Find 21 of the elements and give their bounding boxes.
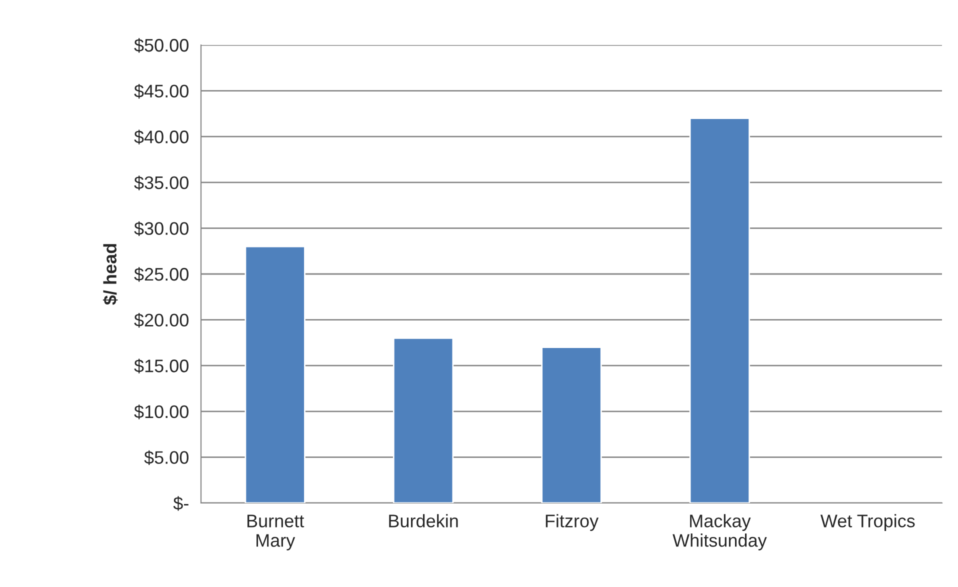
y-tick-label: $50.00 — [134, 38, 188, 53]
y-tick-label: $25.00 — [134, 267, 188, 282]
x-tick-label: Burnett Mary — [247, 514, 304, 550]
y-tick-label: $30.00 — [134, 221, 188, 236]
bar — [689, 118, 750, 503]
y-axis-title: $/ head — [102, 244, 118, 305]
bar — [541, 346, 602, 503]
bar — [392, 337, 454, 503]
x-tick-label: Fitzroy — [546, 514, 599, 531]
x-tick-label: Wet Tropics — [820, 514, 915, 531]
y-tick-label: $40.00 — [134, 130, 188, 144]
y-tick-label: $- — [173, 496, 188, 511]
bar — [244, 246, 306, 503]
y-tick-label: $20.00 — [134, 312, 188, 328]
y-tick-label: $35.00 — [134, 176, 188, 190]
x-tick-label: Burdekin — [389, 514, 458, 528]
x-tick-label: Mackay Whitsunday — [672, 514, 767, 550]
y-tick-label: $45.00 — [134, 84, 188, 99]
y-tick-label: $5.00 — [144, 450, 188, 465]
y-tick-label: $15.00 — [134, 358, 188, 374]
y-tick-label: $10.00 — [134, 404, 188, 420]
